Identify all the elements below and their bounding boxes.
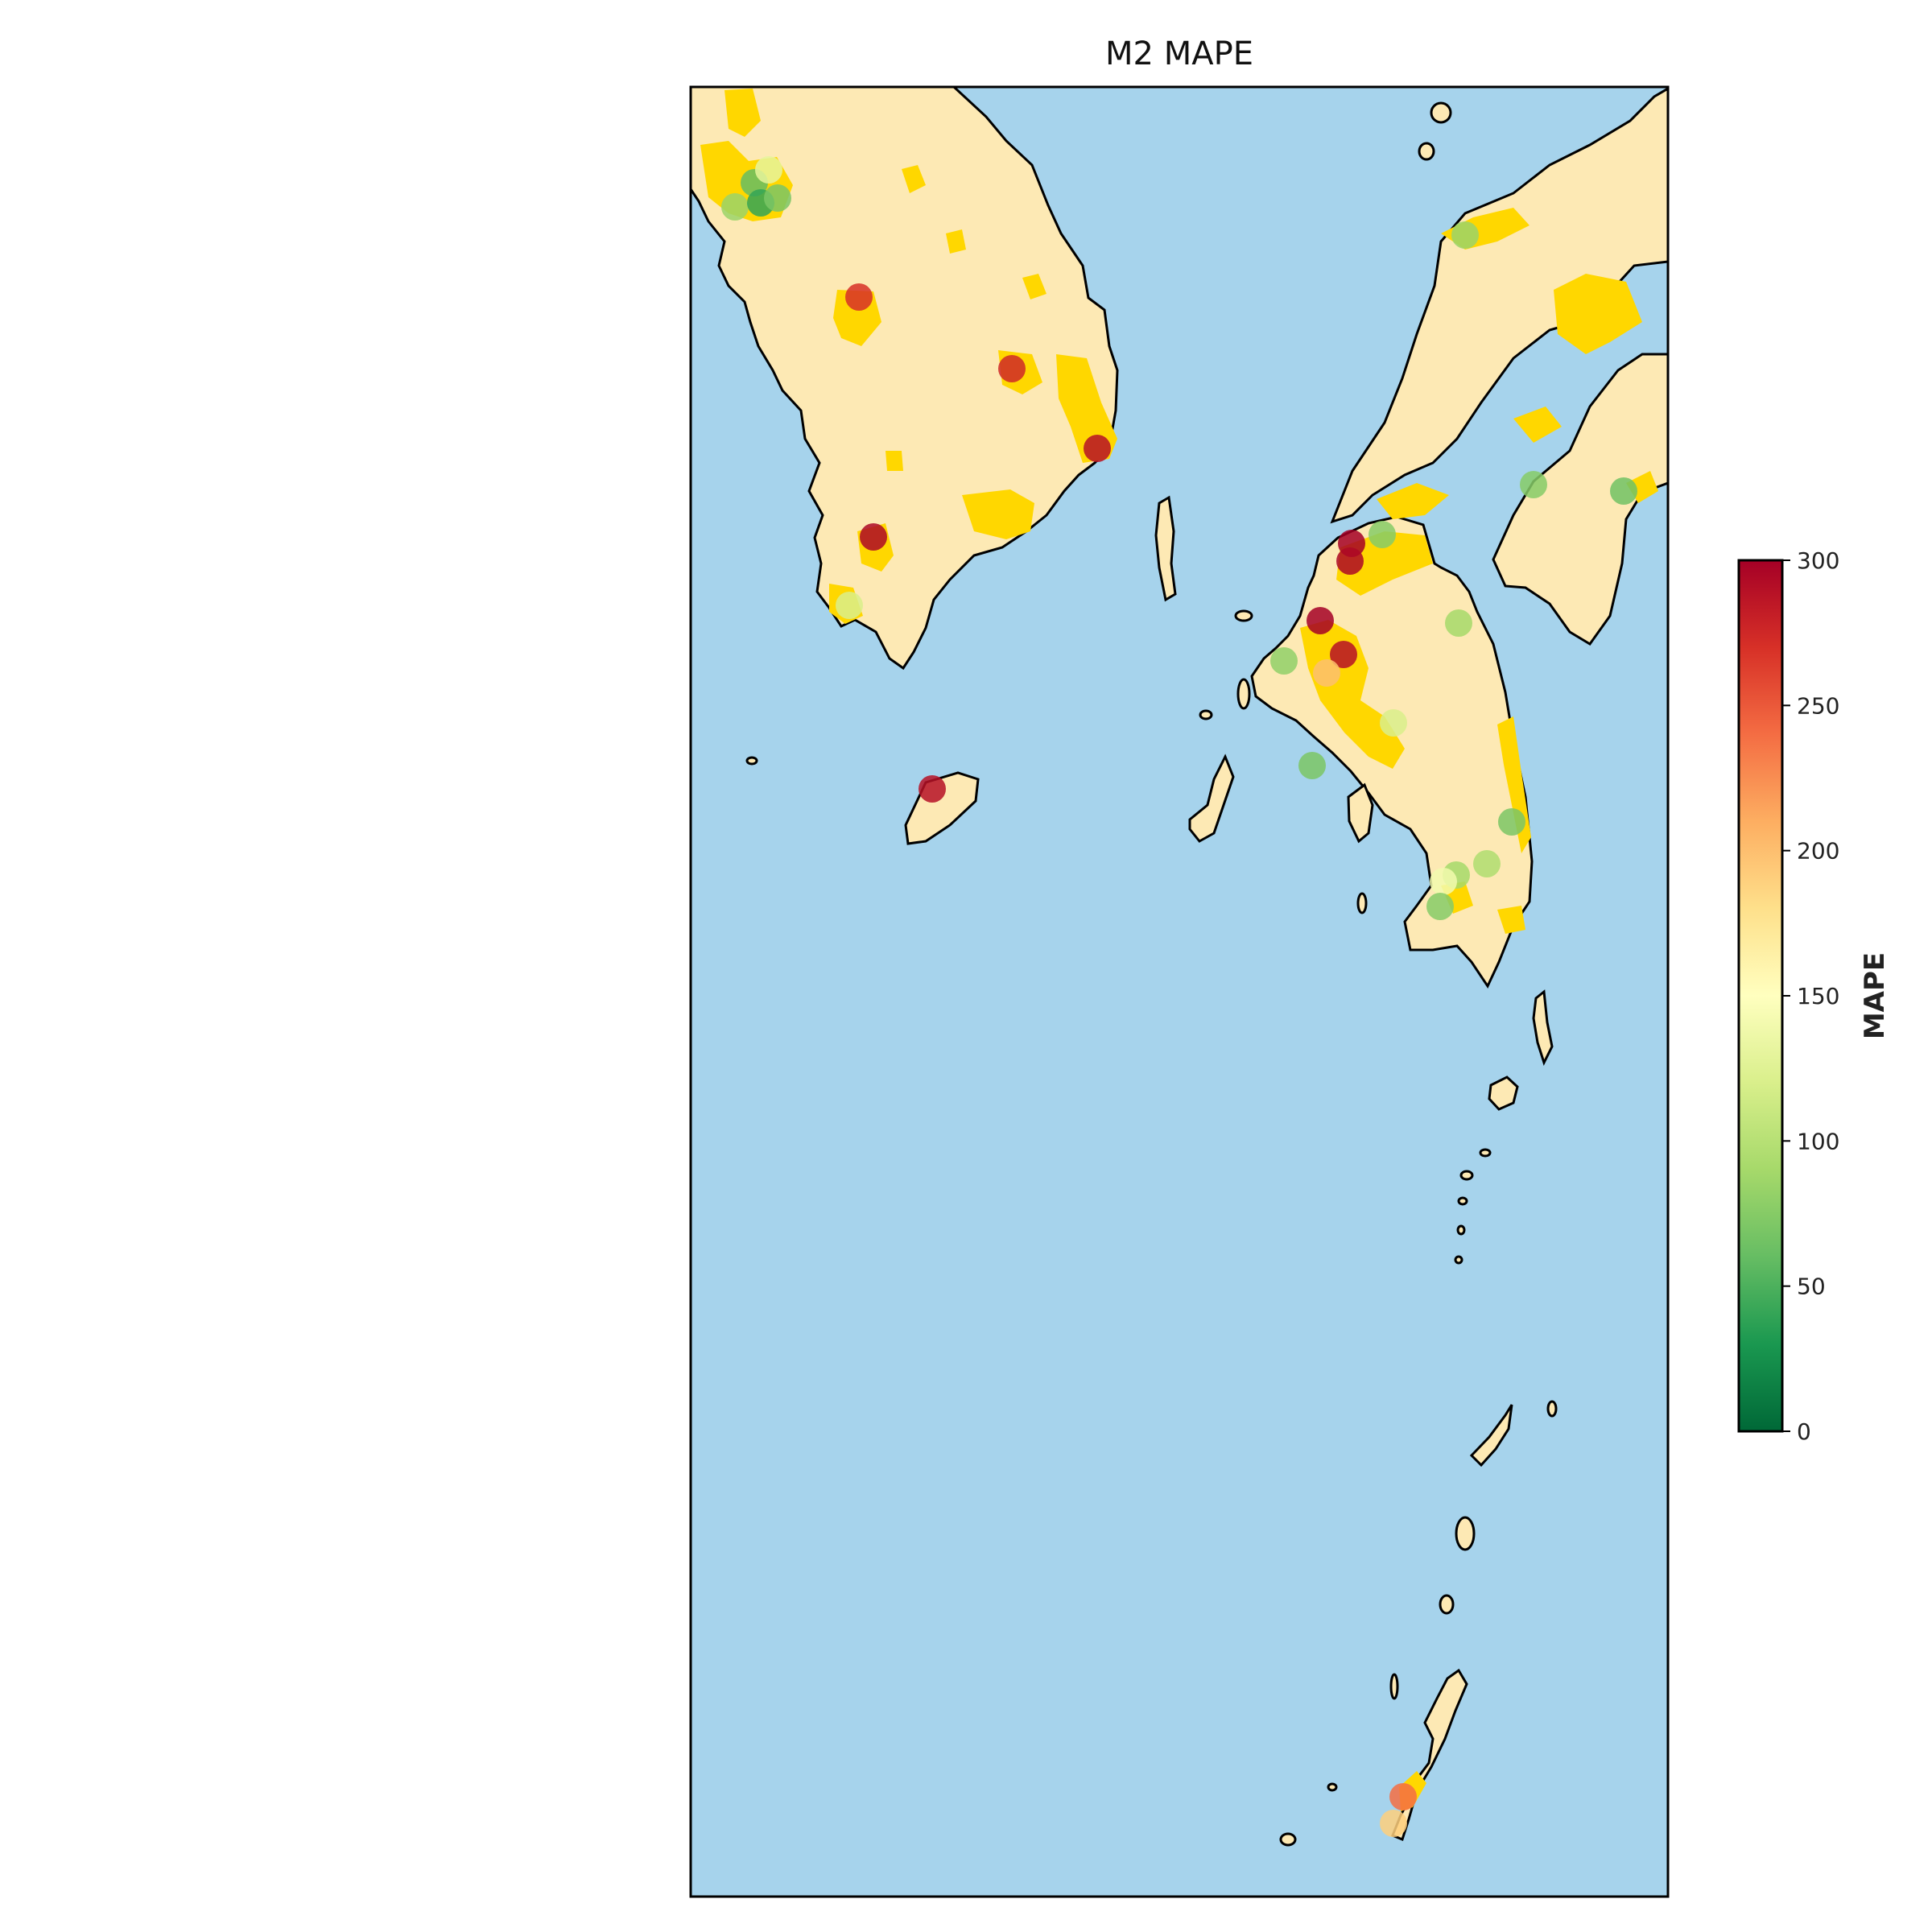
station-point (1336, 547, 1364, 575)
colorbar-tick-label: 300 (1797, 547, 1839, 574)
land-amakusa (1347, 782, 1374, 844)
colorbar-tick-label: 150 (1797, 983, 1839, 1009)
islet (1430, 101, 1452, 124)
station-point (1445, 609, 1472, 637)
colorbar-tick-label: 250 (1797, 692, 1839, 719)
colorbar: 0 50 100 150 200 250 300 MAPE (1737, 547, 1891, 1445)
islet (1199, 709, 1213, 720)
colorbar-tick-label: 0 (1797, 1418, 1811, 1445)
station-point (1430, 868, 1457, 895)
station-point (1368, 521, 1396, 548)
islet (1457, 1196, 1468, 1206)
islet (1439, 1594, 1455, 1615)
station-point (1451, 221, 1479, 249)
land-goto (1188, 753, 1235, 843)
station-point (1389, 1783, 1417, 1810)
station-point (998, 355, 1026, 382)
islet (1456, 1224, 1466, 1236)
islet (1279, 1832, 1297, 1847)
colorbar-gradient (1737, 559, 1784, 1433)
station-point (1330, 641, 1357, 668)
station-point (860, 523, 887, 551)
station-point (721, 193, 749, 221)
islet (1546, 1400, 1558, 1418)
land-yakushima (1488, 1075, 1519, 1111)
station-point (919, 775, 946, 803)
islet (745, 756, 758, 766)
station-point (1380, 1810, 1407, 1837)
colorbar-label: MAPE (1859, 952, 1891, 1039)
colorbar-ticks: 0 50 100 150 200 250 300 (1782, 547, 1839, 1445)
islet (1479, 1148, 1492, 1158)
map-area (691, 87, 1668, 1897)
islet (1356, 892, 1368, 914)
station-point (1270, 647, 1298, 675)
colorbar-tick-label: 50 (1797, 1274, 1826, 1300)
station-point (1084, 435, 1111, 462)
station-point (845, 283, 873, 311)
station-point (1520, 471, 1547, 498)
station-point (1498, 808, 1525, 836)
station-point (764, 184, 791, 212)
islet (1234, 609, 1253, 622)
land-tanegashima (1532, 989, 1554, 1066)
station-point (1298, 752, 1326, 779)
station-point (1313, 659, 1340, 687)
chart-title: M2 MAPE (1105, 35, 1253, 72)
colorbar-tick-label: 200 (1797, 838, 1839, 865)
map-frame (689, 85, 1670, 1898)
islet (1418, 142, 1435, 161)
station-point (1610, 477, 1637, 505)
land-amami (1469, 1404, 1513, 1468)
colorbar-tick-label: 100 (1797, 1128, 1839, 1154)
station-point (755, 156, 782, 184)
station-point (1473, 850, 1501, 877)
station-point (1307, 607, 1334, 634)
land-honshu (1330, 87, 1668, 524)
islet (1236, 678, 1251, 710)
islet (1389, 1673, 1399, 1700)
station-points (721, 156, 1637, 1837)
islet (1454, 1255, 1463, 1265)
islet (1455, 1516, 1476, 1551)
islet (1327, 1782, 1338, 1792)
station-point (1380, 709, 1407, 737)
station-point (1426, 893, 1454, 920)
land-tsushima (1154, 495, 1177, 602)
islet (1459, 1170, 1474, 1181)
station-point (836, 592, 863, 619)
